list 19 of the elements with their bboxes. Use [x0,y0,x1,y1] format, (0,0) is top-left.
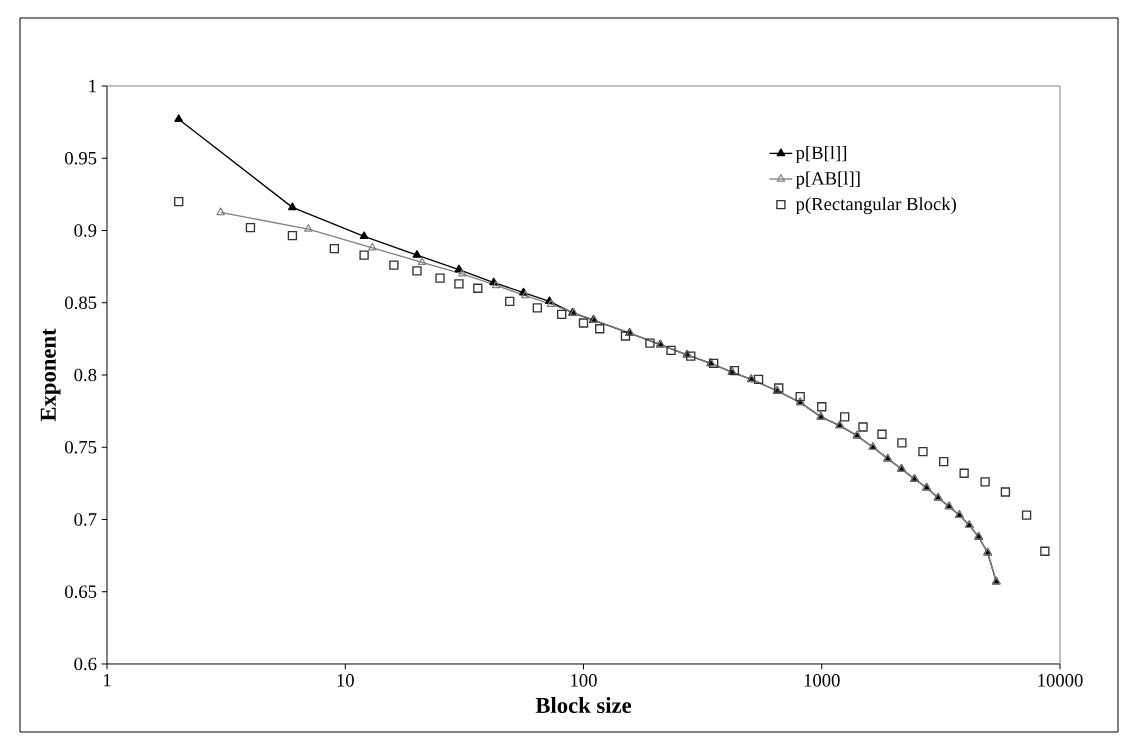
y-tick-label: 0.8 [74,368,97,382]
y-tick-label: 0.65 [65,585,97,599]
x-axis-title: Block size [535,697,632,714]
y-tick-label: 0.7 [74,513,97,526]
y-tick-label: 0.6 [74,657,97,671]
y-tick-label: 0.85 [65,296,97,310]
x-tick-label: 10 [337,674,354,687]
x-tick-label: 1000 [804,674,840,687]
x-tick-label: 1 [103,674,111,687]
y-tick-label: 0.95 [65,151,97,165]
legend-label: p[AB[l]] [795,171,860,189]
legend-label: p(Rectangular Block) [795,197,956,215]
y-axis-title: Exponent [40,328,61,422]
y-tick-label: 1 [89,79,96,93]
y-tick-label: 0.9 [74,224,97,237]
x-tick-label: 10000 [1038,674,1083,687]
y-tick-label: 0.75 [65,440,97,454]
legend-label: p[B[l]] [795,145,847,163]
x-tick-label: 100 [571,674,597,687]
